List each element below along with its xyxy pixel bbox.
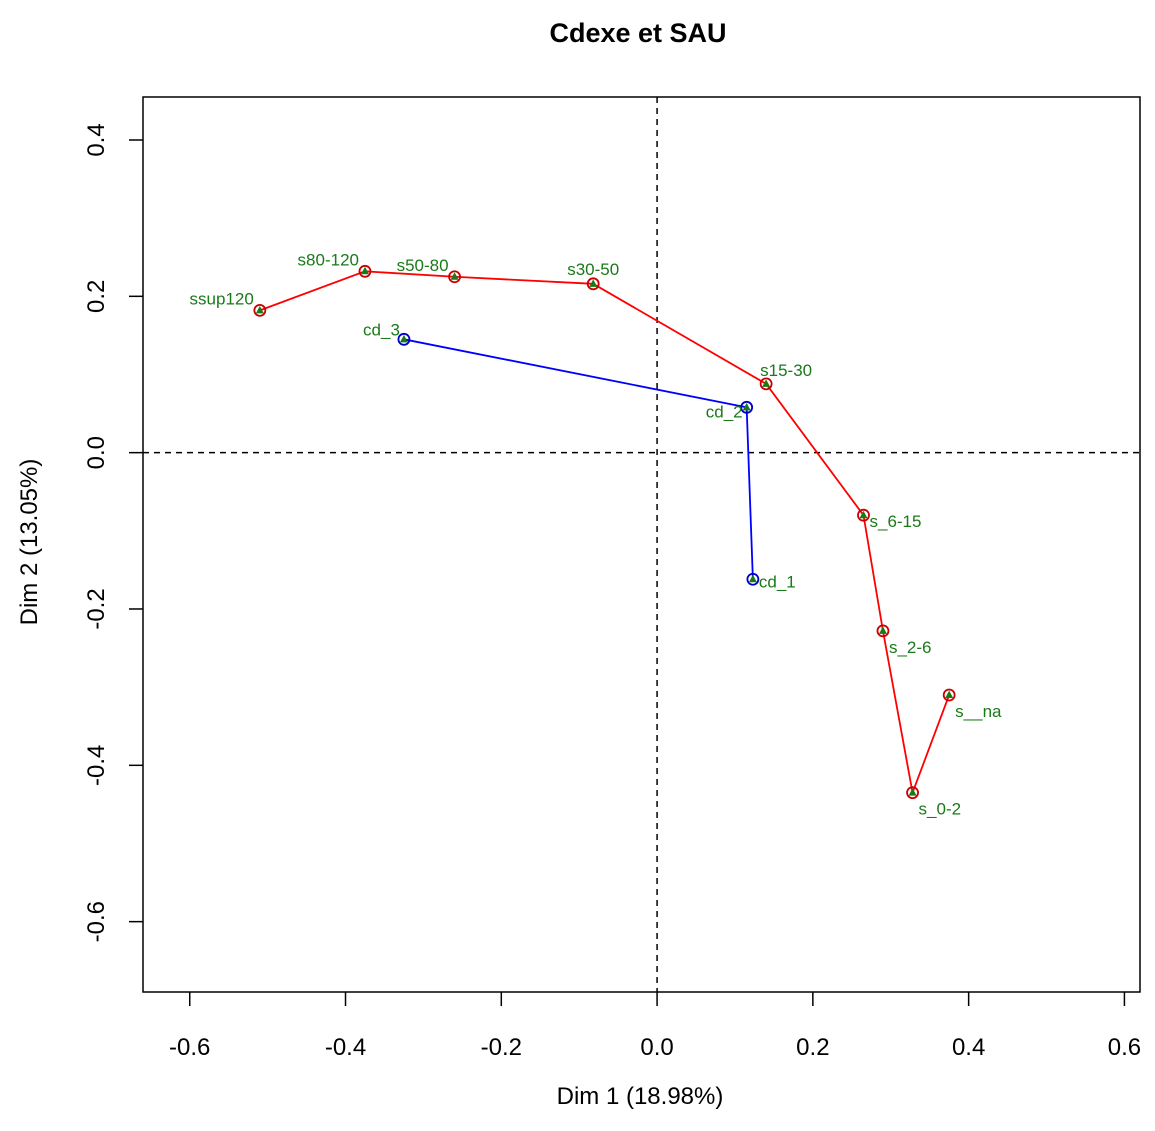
point-circle-marker	[942, 688, 956, 702]
point-triangle-marker	[878, 626, 887, 634]
data-point: s__na	[942, 688, 1002, 721]
y-tick-label: 0.2	[83, 280, 110, 313]
point-triangle-marker	[589, 279, 598, 287]
data-point: s_2-6	[876, 624, 932, 657]
point-circle-marker	[906, 786, 919, 800]
point-circle-marker	[857, 508, 870, 522]
series-group: cd_3 cd_2 cd_1	[363, 320, 796, 591]
point-triangle-marker	[908, 788, 917, 796]
x-tick-label: 0.0	[640, 1034, 673, 1061]
y-tick-label: -0.6	[83, 901, 110, 942]
point-label: cd_3	[363, 320, 400, 339]
data-point: cd_3	[363, 320, 411, 346]
point-triangle-marker	[450, 272, 459, 280]
x-tick-label: 0.6	[1108, 1034, 1141, 1061]
point-label: s15-30	[760, 361, 812, 380]
data-point: s15-30	[759, 361, 812, 391]
point-triangle-marker	[748, 574, 757, 583]
point-label: s_0-2	[919, 800, 962, 819]
point-label: s30-50	[567, 260, 619, 279]
data-point: s_6-15	[857, 508, 921, 531]
data-point: s50-80	[397, 256, 461, 284]
series-layer: ssup120 s80-120 s50-80 s30-50 s15-30 s_6-15 s_…	[190, 250, 1002, 818]
point-circle-marker	[253, 303, 267, 317]
point-circle-marker	[358, 264, 372, 278]
point-triangle-marker	[945, 690, 954, 698]
point-circle-marker	[397, 332, 411, 346]
point-label: cd_1	[759, 572, 796, 591]
series-line	[259, 270, 951, 797]
point-circle-marker	[448, 270, 461, 284]
y-axis: -0.6 -0.4 -0.2 0.0 0.2 0.4	[83, 123, 143, 942]
y-tick-label: 0.0	[83, 436, 110, 469]
point-label: s_6-15	[869, 512, 921, 531]
series-group: ssup120 s80-120 s50-80 s30-50 s15-30 s_6-15 s_…	[190, 250, 1002, 818]
point-circle-marker	[740, 400, 754, 414]
point-triangle-marker	[399, 334, 408, 343]
point-circle-marker	[876, 624, 890, 638]
data-point: cd_1	[746, 572, 796, 591]
x-tick-label: -0.6	[169, 1034, 210, 1061]
y-tick-label: 0.4	[83, 123, 110, 156]
point-triangle-marker	[360, 266, 369, 275]
point-label: s_2-6	[889, 638, 932, 657]
plot-area-frame	[142, 96, 1141, 993]
x-tick-label: 0.2	[796, 1034, 829, 1061]
reference-lines	[143, 97, 1140, 992]
point-triangle-marker	[762, 379, 771, 387]
data-point: s80-120	[298, 250, 372, 278]
point-label: s__na	[955, 702, 1002, 721]
data-point: s30-50	[567, 260, 619, 291]
point-label: s80-120	[298, 250, 359, 269]
data-point: ssup120	[190, 289, 267, 317]
point-label: ssup120	[190, 289, 254, 308]
point-triangle-marker	[859, 510, 868, 519]
y-tick-label: -0.4	[83, 745, 110, 786]
y-tick-label: -0.2	[83, 588, 110, 629]
x-tick-label: 0.4	[952, 1034, 985, 1061]
series-line	[403, 338, 754, 580]
data-point: cd_2	[706, 400, 754, 421]
chart-title: Cdexe et SAU	[549, 18, 726, 48]
point-label: s50-80	[397, 256, 449, 275]
data-point: s_0-2	[906, 786, 962, 819]
point-triangle-marker	[742, 402, 751, 411]
x-tick-label: -0.2	[481, 1034, 522, 1061]
x-axis-label: Dim 1 (18.98%)	[557, 1083, 724, 1110]
point-circle-marker	[586, 277, 600, 291]
point-circle-marker	[746, 572, 760, 586]
x-tick-label: -0.4	[325, 1034, 366, 1061]
point-circle-marker	[759, 377, 773, 391]
y-axis-label: Dim 2 (13.05%)	[16, 459, 43, 626]
point-label: cd_2	[706, 402, 743, 421]
point-triangle-marker	[255, 305, 264, 314]
x-axis: -0.6 -0.4 -0.2 0.0 0.2 0.4 0.6	[169, 992, 1141, 1061]
